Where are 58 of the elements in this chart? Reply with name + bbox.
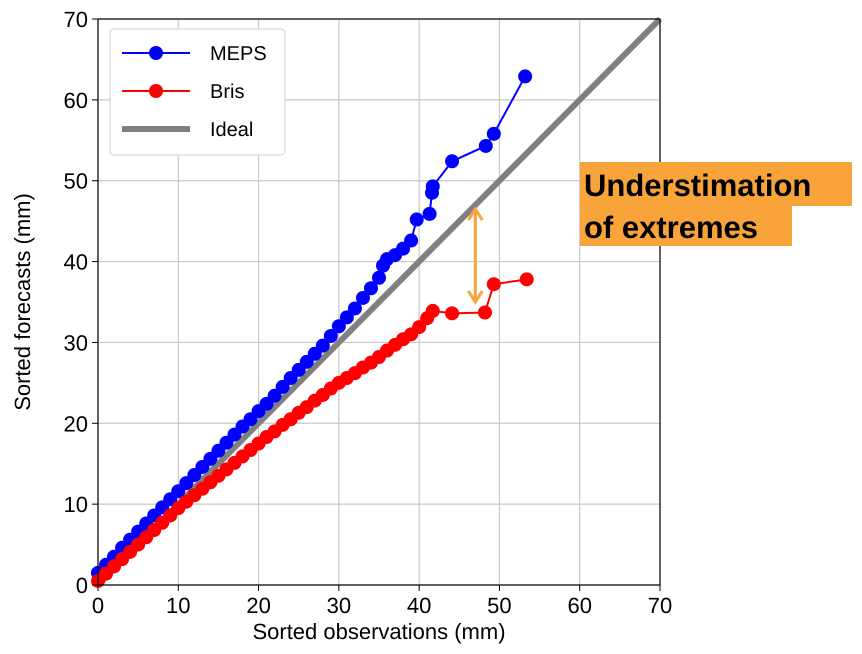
point (308, 346, 322, 361)
legend-label: Bris (210, 81, 244, 103)
point (478, 306, 492, 320)
point (445, 306, 460, 320)
x-tick-label: 40 (406, 593, 432, 618)
y-tick-label: 60 (64, 88, 88, 113)
x-axis-title: Sorted observations (mm) (252, 619, 506, 644)
point (445, 154, 460, 168)
point (219, 436, 234, 450)
x-tick-label: 10 (166, 593, 191, 618)
y-tick-label: 10 (64, 492, 88, 518)
x-tick-label: 20 (246, 593, 271, 618)
x-tick-label: 30 (326, 593, 352, 618)
point (268, 388, 282, 403)
y-tick-label: 70 (64, 7, 88, 32)
y-tick-label: 20 (64, 411, 88, 436)
point (203, 452, 218, 466)
point (356, 290, 370, 305)
x-tick-label: 70 (648, 593, 672, 618)
point (364, 281, 378, 296)
point (340, 310, 354, 324)
point (324, 328, 338, 343)
x-tick-label: 0 (92, 593, 104, 618)
point (284, 371, 298, 386)
point (316, 338, 330, 353)
y-tick-label: 0 (76, 573, 88, 598)
point (187, 468, 202, 482)
point (412, 320, 426, 334)
point (404, 234, 418, 248)
point (372, 270, 386, 285)
point (486, 277, 501, 292)
point (426, 304, 440, 318)
y-tick-label: 50 (64, 168, 88, 194)
point (486, 126, 501, 141)
point (227, 428, 242, 442)
point (211, 444, 226, 458)
point (410, 212, 424, 227)
y-tick-label: 40 (64, 250, 88, 275)
annotation: Understimation of extremes (584, 168, 812, 245)
y-tick-label: 30 (64, 330, 88, 356)
point (244, 412, 258, 426)
point (300, 354, 314, 369)
point (276, 380, 290, 394)
x-tick-label: 60 (567, 593, 592, 618)
point (478, 138, 493, 153)
x-tick-label: 50 (487, 593, 512, 618)
point (195, 460, 210, 474)
y-axis-title: Sorted forecasts (mm) (10, 193, 35, 411)
point (348, 301, 362, 316)
point (292, 362, 306, 377)
point (422, 206, 437, 221)
point (396, 242, 410, 256)
point (260, 396, 274, 411)
point (518, 69, 532, 84)
legend-label: Ideal (210, 119, 254, 141)
legend-label: MEPS (210, 43, 267, 65)
point (520, 272, 534, 286)
point (332, 319, 346, 334)
